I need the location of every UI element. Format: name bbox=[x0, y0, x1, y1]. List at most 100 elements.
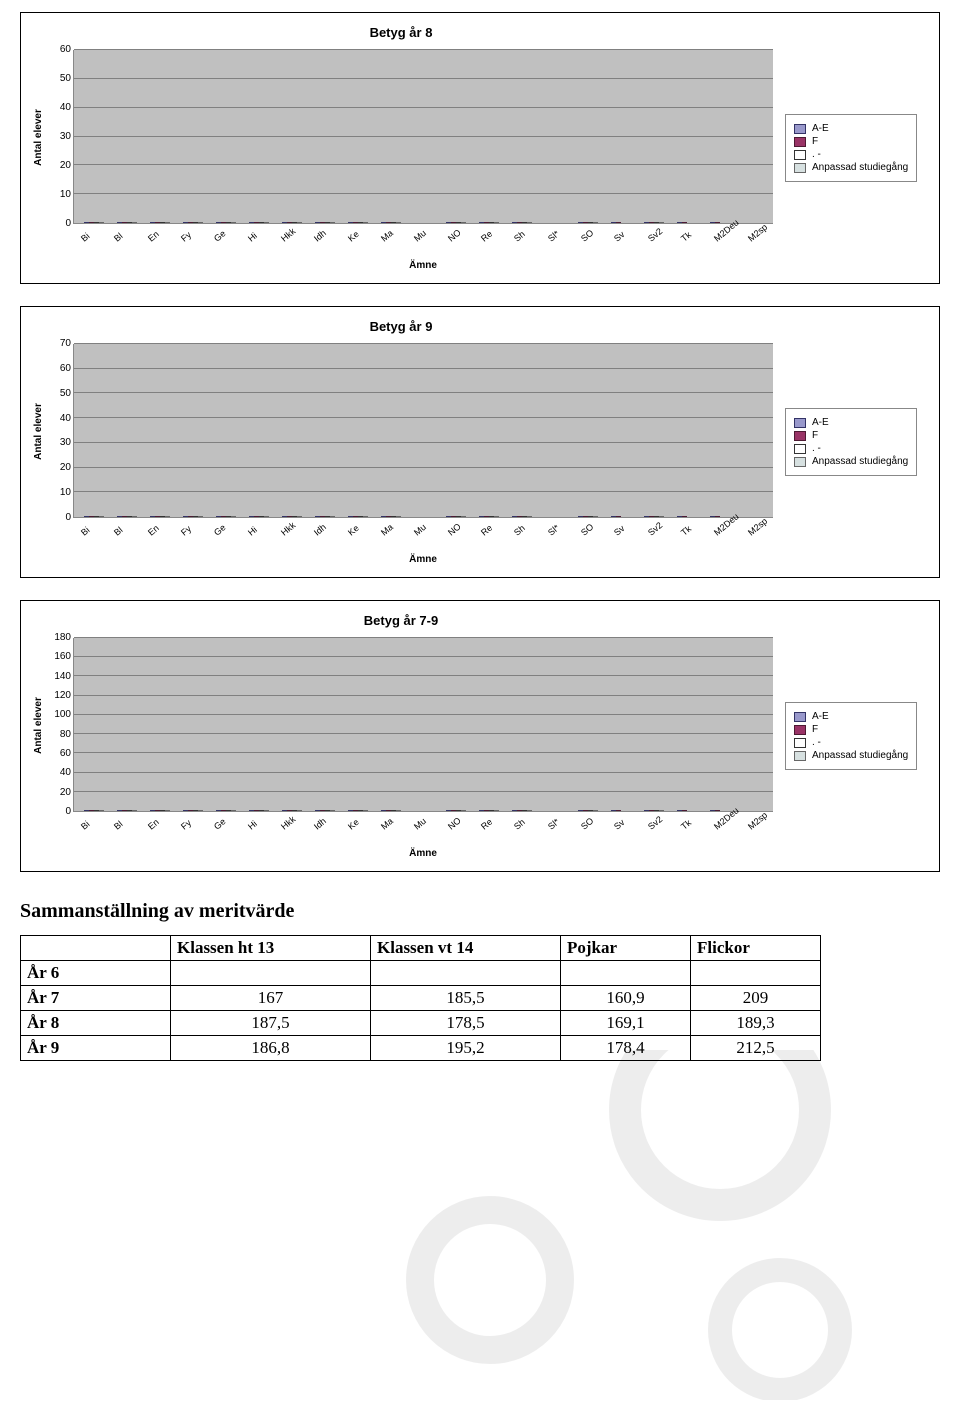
y-tick: 20 bbox=[60, 788, 71, 798]
x-tick: Bl bbox=[112, 525, 125, 538]
x-tick: Sl* bbox=[546, 817, 561, 832]
x-axis-label: Ämne bbox=[73, 846, 773, 863]
x-tick: Sv bbox=[612, 817, 626, 831]
y-tick: 0 bbox=[65, 219, 71, 229]
bar-group bbox=[308, 222, 341, 223]
x-tick: Ma bbox=[379, 522, 395, 538]
x-tick: Bi bbox=[79, 819, 92, 832]
bar-group bbox=[275, 222, 308, 223]
bar-group bbox=[374, 222, 407, 223]
bar-group bbox=[374, 810, 407, 811]
bar-group bbox=[308, 516, 341, 517]
x-tick: Ke bbox=[346, 817, 361, 832]
cell: 178,5 bbox=[371, 1011, 561, 1036]
bar-group bbox=[308, 810, 341, 811]
y-tick: 100 bbox=[54, 710, 71, 720]
bar-group bbox=[572, 222, 605, 223]
x-tick: Tk bbox=[679, 230, 693, 244]
cell: 169,1 bbox=[561, 1011, 691, 1036]
bar-group bbox=[605, 810, 638, 811]
legend-label: . - bbox=[812, 443, 821, 454]
bar-group bbox=[473, 516, 506, 517]
row-header: År 7 bbox=[21, 986, 171, 1011]
x-tick: En bbox=[146, 229, 161, 244]
y-tick: 80 bbox=[60, 730, 71, 740]
x-tick: En bbox=[146, 523, 161, 538]
table-row: År 8187,5178,5169,1189,3 bbox=[21, 1011, 821, 1036]
x-tick: Ke bbox=[346, 523, 361, 538]
bar-group bbox=[78, 516, 111, 517]
y-axis-label: Antal elever bbox=[33, 403, 44, 460]
y-tick: 10 bbox=[60, 190, 71, 200]
bar-group bbox=[670, 810, 703, 811]
bar-group bbox=[506, 810, 539, 811]
legend-label: Anpassad studiegång bbox=[812, 162, 908, 173]
x-tick: Bi bbox=[79, 525, 92, 538]
bar-group bbox=[440, 222, 473, 223]
bar-group bbox=[572, 516, 605, 517]
bar-group bbox=[111, 516, 144, 517]
bar-group bbox=[210, 810, 243, 811]
cell: 160,9 bbox=[561, 986, 691, 1011]
col-header: Klassen ht 13 bbox=[171, 936, 371, 961]
y-tick: 140 bbox=[54, 672, 71, 682]
y-tick: 70 bbox=[60, 339, 71, 349]
cell bbox=[691, 961, 821, 986]
y-tick: 0 bbox=[65, 807, 71, 817]
x-tick: Bl bbox=[112, 231, 125, 244]
y-tick: 40 bbox=[60, 414, 71, 424]
legend-label: F bbox=[812, 724, 818, 735]
legend-label: Anpassad studiegång bbox=[812, 750, 908, 761]
bar-group bbox=[670, 222, 703, 223]
x-tick: Ke bbox=[346, 229, 361, 244]
cell: 195,2 bbox=[371, 1036, 561, 1061]
merit-table: Klassen ht 13Klassen vt 14PojkarFlickorÅ… bbox=[20, 935, 821, 1061]
x-tick: Hi bbox=[246, 231, 259, 244]
y-tick: 20 bbox=[60, 161, 71, 171]
y-tick: 40 bbox=[60, 768, 71, 778]
x-tick: M2sp bbox=[746, 810, 769, 832]
row-header: År 8 bbox=[21, 1011, 171, 1036]
x-tick: Hi bbox=[246, 525, 259, 538]
chart-2: Betyg år 7-9Antal elever0204060801001201… bbox=[20, 600, 940, 872]
legend-label: F bbox=[812, 430, 818, 441]
x-tick: NO bbox=[446, 521, 463, 537]
bar-group bbox=[605, 222, 638, 223]
x-tick: Sl* bbox=[546, 523, 561, 538]
bar-group bbox=[440, 810, 473, 811]
x-tick: Hkk bbox=[279, 520, 297, 538]
y-tick: 120 bbox=[54, 691, 71, 701]
x-tick: M2sp bbox=[746, 516, 769, 538]
bar-group bbox=[243, 810, 276, 811]
y-axis-label: Antal elever bbox=[33, 109, 44, 166]
cell bbox=[171, 961, 371, 986]
x-tick: Mu bbox=[412, 816, 428, 832]
row-header: År 9 bbox=[21, 1036, 171, 1061]
chart-title: Betyg år 7-9 bbox=[29, 609, 773, 638]
cell: 178,4 bbox=[561, 1036, 691, 1061]
x-tick: Fy bbox=[179, 818, 193, 832]
cell bbox=[561, 961, 691, 986]
x-tick: SO bbox=[579, 522, 595, 538]
bar-group bbox=[374, 516, 407, 517]
cell: 186,8 bbox=[171, 1036, 371, 1061]
chart-title: Betyg år 8 bbox=[29, 21, 773, 50]
legend-label: . - bbox=[812, 149, 821, 160]
bar-group bbox=[572, 810, 605, 811]
legend: A-EF. -Anpassad studiegång bbox=[785, 114, 917, 182]
col-header bbox=[21, 936, 171, 961]
x-tick: Ge bbox=[212, 228, 228, 243]
x-tick: Ma bbox=[379, 816, 395, 832]
y-axis-label: Antal elever bbox=[33, 697, 44, 754]
y-tick: 60 bbox=[60, 364, 71, 374]
x-tick: Sl* bbox=[546, 229, 561, 244]
x-tick: Ge bbox=[212, 816, 228, 831]
x-tick: NO bbox=[446, 227, 463, 243]
x-tick: Bi bbox=[79, 231, 92, 244]
x-tick: Sh bbox=[512, 229, 527, 244]
x-tick: Fy bbox=[179, 230, 193, 244]
x-tick: Sv2 bbox=[646, 814, 664, 832]
bar-group bbox=[605, 516, 638, 517]
col-header: Pojkar bbox=[561, 936, 691, 961]
bar-group bbox=[440, 516, 473, 517]
